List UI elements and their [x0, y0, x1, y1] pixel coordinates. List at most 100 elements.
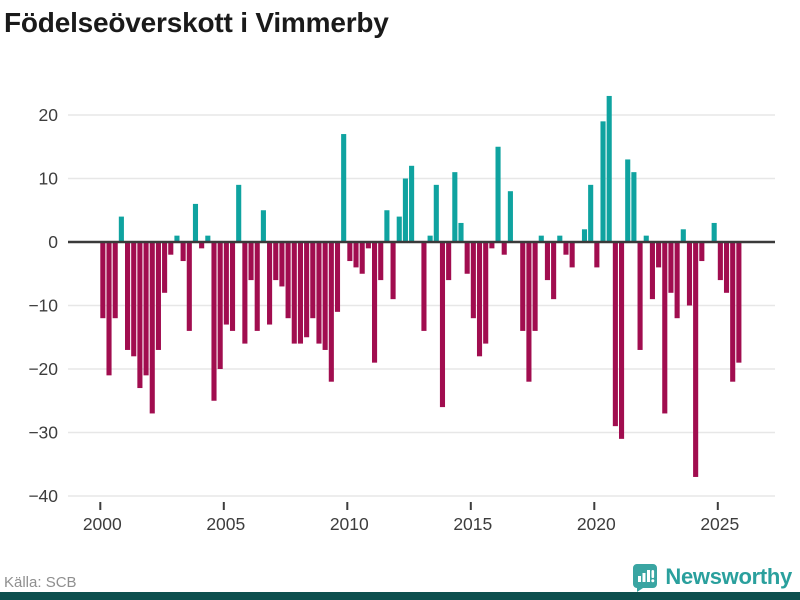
- bar: [273, 242, 279, 281]
- bar: [291, 242, 297, 344]
- y-tick-label: −10: [28, 296, 58, 316]
- bar: [637, 242, 643, 350]
- bar: [402, 178, 408, 242]
- bar: [427, 235, 433, 242]
- x-tick-label: 2020: [577, 514, 616, 534]
- bar: [353, 242, 359, 268]
- y-tick-label: 10: [39, 169, 59, 189]
- bar: [149, 242, 155, 414]
- y-tick-label: −30: [28, 423, 58, 443]
- bar: [544, 242, 550, 281]
- x-tick-label: 2000: [83, 514, 122, 534]
- bar: [396, 216, 402, 242]
- bar: [378, 242, 384, 281]
- bar: [236, 184, 242, 242]
- bar: [137, 242, 143, 389]
- y-tick-label: 0: [48, 232, 58, 252]
- x-tick-label: 2010: [330, 514, 369, 534]
- bar: [717, 242, 723, 281]
- bar: [686, 242, 693, 306]
- bar: [304, 242, 310, 338]
- bars: [100, 95, 742, 477]
- bar: [476, 242, 483, 357]
- bar: [229, 242, 236, 331]
- bar: [384, 210, 390, 242]
- bar: [643, 235, 649, 242]
- logo-exclamation-stem: [651, 569, 655, 578]
- bar: [612, 242, 618, 427]
- source-label: Källa: SCB: [4, 574, 77, 591]
- bar: [656, 242, 662, 268]
- bar: [532, 242, 538, 331]
- logo-bar-tall: [647, 569, 651, 582]
- bar: [600, 121, 606, 242]
- bar: [211, 242, 217, 401]
- bar: [125, 242, 131, 350]
- bar: [489, 242, 495, 249]
- bar: [551, 242, 557, 300]
- bar: [470, 242, 476, 319]
- bar: [390, 242, 396, 300]
- x-axis-ticks: 2000 2005 2010 2015 2020 2025: [83, 502, 739, 534]
- bar: [143, 242, 149, 376]
- bar: [112, 242, 118, 319]
- bar: [588, 184, 594, 242]
- bar: [520, 242, 526, 331]
- bar: [619, 242, 625, 439]
- bar: [526, 242, 532, 382]
- bar: [155, 242, 161, 350]
- bar: [359, 242, 365, 274]
- bar: [248, 242, 254, 281]
- bar: [538, 235, 544, 242]
- bar: [254, 242, 260, 331]
- bar: [334, 242, 341, 312]
- bar: [421, 242, 427, 331]
- bar: [199, 242, 205, 249]
- bar: [507, 191, 513, 242]
- bar: [501, 242, 507, 255]
- bar: [297, 242, 303, 344]
- y-tick-label: 20: [39, 105, 59, 125]
- bar: [662, 242, 668, 414]
- bar: [372, 242, 378, 363]
- bar: [631, 172, 637, 242]
- brand: Newsworthy: [632, 562, 792, 592]
- bar: [594, 242, 600, 268]
- bar: [433, 184, 439, 242]
- x-tick-label: 2025: [700, 514, 739, 534]
- bar: [409, 165, 415, 242]
- footer-strip: [0, 592, 800, 600]
- logo-bar-small: [638, 575, 642, 582]
- y-tick-label: −40: [28, 486, 58, 506]
- bar: [347, 242, 353, 262]
- bar: [180, 242, 186, 262]
- newsworthy-logo-icon: [633, 563, 658, 592]
- bar: [736, 242, 742, 363]
- bar: [730, 242, 736, 382]
- bar: [464, 242, 470, 274]
- bar: [680, 229, 686, 242]
- bar: [267, 242, 273, 325]
- bar: [322, 242, 328, 350]
- bar: [557, 235, 563, 242]
- bar: [279, 242, 285, 287]
- bar: [192, 203, 199, 242]
- bar: [674, 242, 680, 319]
- bar: [118, 216, 124, 242]
- bar: [100, 242, 106, 319]
- logo-bar-medium: [642, 572, 646, 582]
- x-tick-label: 2005: [206, 514, 245, 534]
- bar: [483, 242, 489, 344]
- bar: [446, 242, 452, 281]
- bar: [569, 242, 575, 268]
- bar: [168, 242, 174, 255]
- bar: [495, 146, 501, 242]
- bar: [439, 242, 446, 408]
- bar: [205, 235, 211, 242]
- bar: [217, 242, 223, 369]
- bar: [563, 242, 569, 255]
- bar: [328, 242, 334, 382]
- bar: [131, 242, 137, 357]
